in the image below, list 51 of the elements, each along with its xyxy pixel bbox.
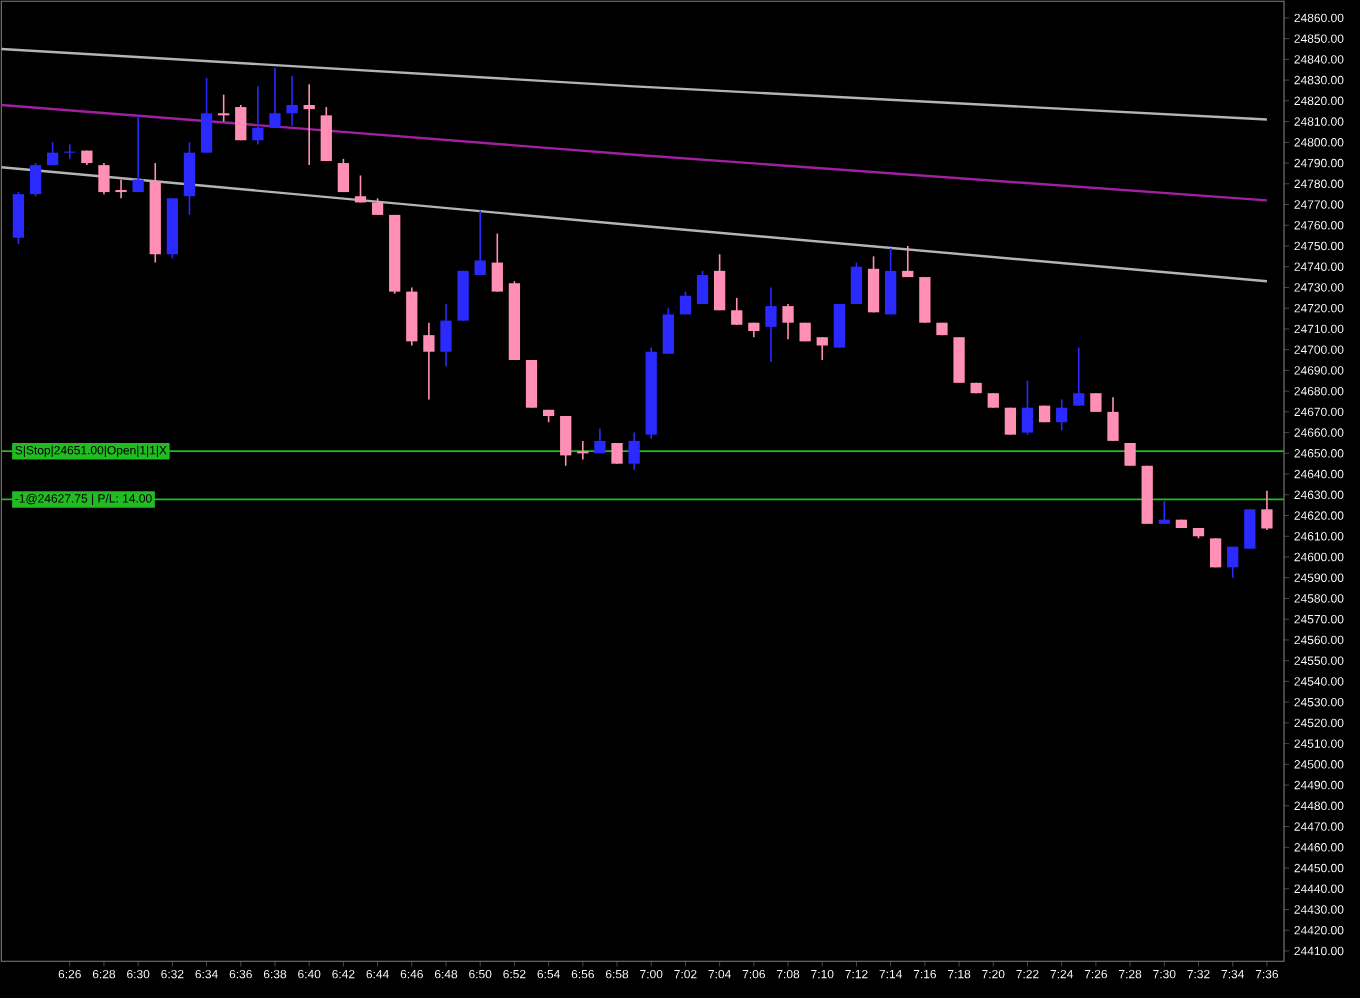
candlestick [1107,396,1119,442]
candlestick [132,114,144,193]
candlestick [269,66,281,129]
candlestick [1244,508,1256,550]
candlestick [1056,398,1068,432]
candlestick [1261,489,1273,531]
candlestick [440,303,452,368]
candlestick [423,321,435,401]
candlestick [953,336,965,384]
candlestick [337,158,350,193]
candlestick [850,261,863,305]
candlestick [525,359,538,409]
candlestick [29,162,42,198]
candlestick [577,440,589,461]
candlestick [885,247,897,316]
candlestick [1090,392,1102,413]
candlestick [235,104,247,142]
candlestick [252,85,264,146]
candlestick [303,83,315,166]
candlestick [115,178,127,200]
candlestick [64,143,76,160]
candlestick [1021,379,1034,436]
candlestick [1073,346,1085,407]
candlestick [218,93,230,123]
candlestick [713,253,726,312]
candlestick [491,232,503,293]
candlestick [867,255,880,314]
candlestick [320,106,332,162]
candlestick [1004,406,1017,436]
candlestick [902,245,914,278]
candlestick [919,276,931,324]
candlestick [560,415,572,467]
candlestick [286,75,298,127]
candlestick [12,191,25,245]
candlestick [183,141,196,216]
candlestick [833,303,845,349]
candlestick [696,270,709,305]
candlestick [1209,537,1222,569]
candlestick [1227,545,1239,579]
candlestick [628,431,640,471]
candlestick [1158,500,1170,525]
candlestick [782,303,794,341]
candlestick [200,77,213,154]
candlestick [816,336,828,361]
candlestick [98,162,110,195]
candlestick [731,297,743,326]
candlestick [474,209,486,276]
candlestick [765,286,777,363]
candlestick [354,174,367,204]
candlestick [662,307,674,355]
candlestick [594,427,606,455]
